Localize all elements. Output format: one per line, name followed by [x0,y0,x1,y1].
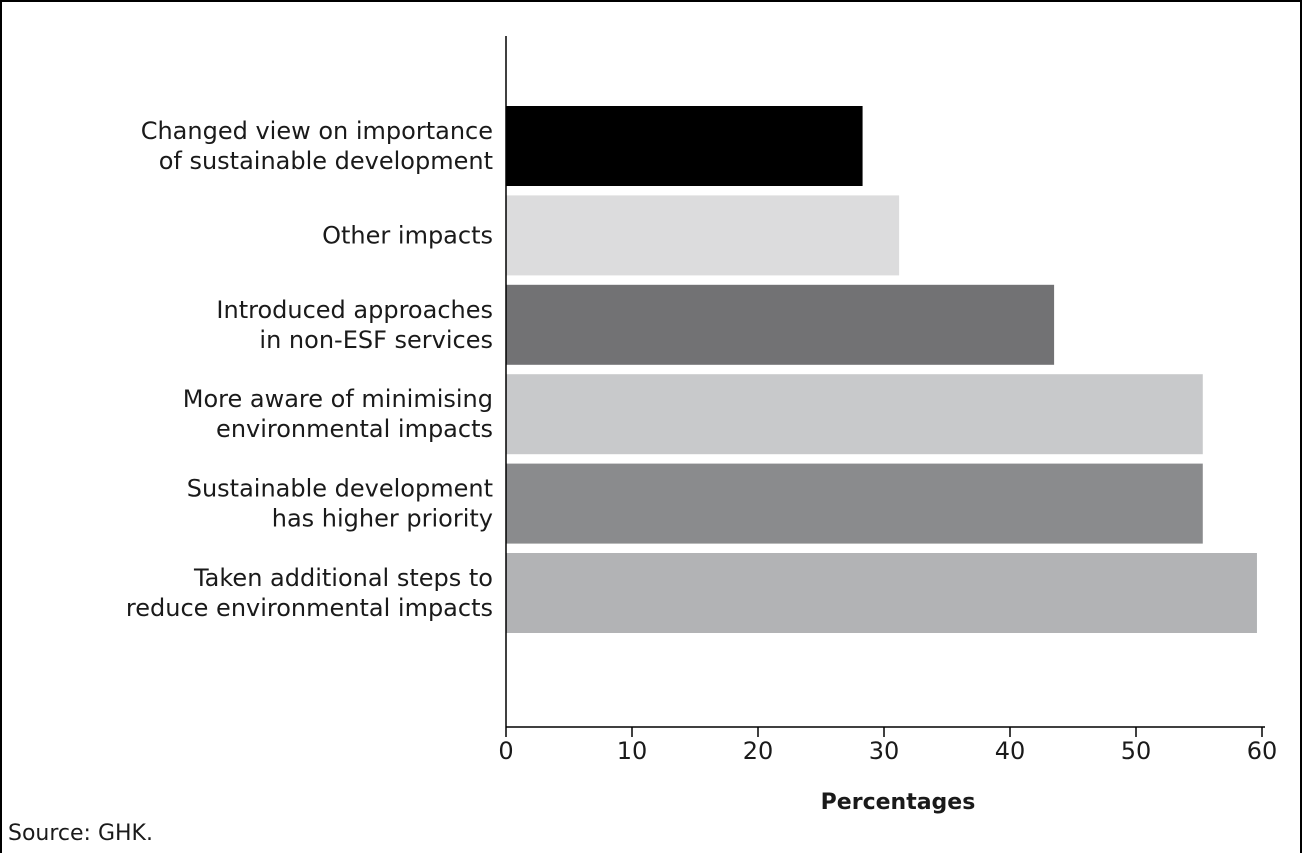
bar-3 [506,374,1203,455]
bar-1 [506,195,900,276]
category-label-line: environmental impacts [216,415,493,443]
bar-0 [506,106,863,186]
category-label-line: Changed view on importance [141,117,493,145]
category-label-line: in non-ESF services [259,326,493,354]
x-tick-label: 20 [743,737,774,765]
x-tick-label: 10 [617,737,648,765]
bars-group [506,106,1257,633]
x-tick-label: 30 [869,737,900,765]
x-ticks-group: 0 10 20 30 40 50 60 [498,727,1277,765]
x-tick-label: 0 [498,737,513,765]
category-label-line: has higher priority [272,505,493,533]
bar-4 [506,463,1203,544]
x-tick-label: 50 [1121,737,1152,765]
x-tick-label: 40 [995,737,1026,765]
category-label-line: Introduced approaches [216,296,493,324]
category-label-4: Sustainable development has higher priori… [187,475,493,533]
category-label-line: Sustainable development [187,475,493,503]
category-label-3: More aware of minimising environmental im… [183,385,493,443]
category-label-5: Taken additional steps to reduce environm… [126,564,493,622]
category-label-0: Changed view on importance of sustainable… [141,117,493,175]
x-axis-title: Percentages [821,790,976,815]
category-label-line: More aware of minimising [183,385,493,413]
category-label-line: Other impacts [322,221,493,249]
category-label-line: Taken additional steps to [193,564,493,592]
category-label-line: of sustainable development [159,147,493,175]
category-labels-group: Changed view on importance of sustainable… [126,117,493,622]
x-tick-label: 60 [1247,737,1278,765]
category-label-2: Introduced approaches in non-ESF services [216,296,493,354]
category-label-line: reduce environmental impacts [126,594,493,622]
category-label-1: Other impacts [322,221,493,249]
bar-5 [506,553,1257,633]
bar-2 [506,284,1055,365]
source-note: Source: GHK. [8,821,153,846]
